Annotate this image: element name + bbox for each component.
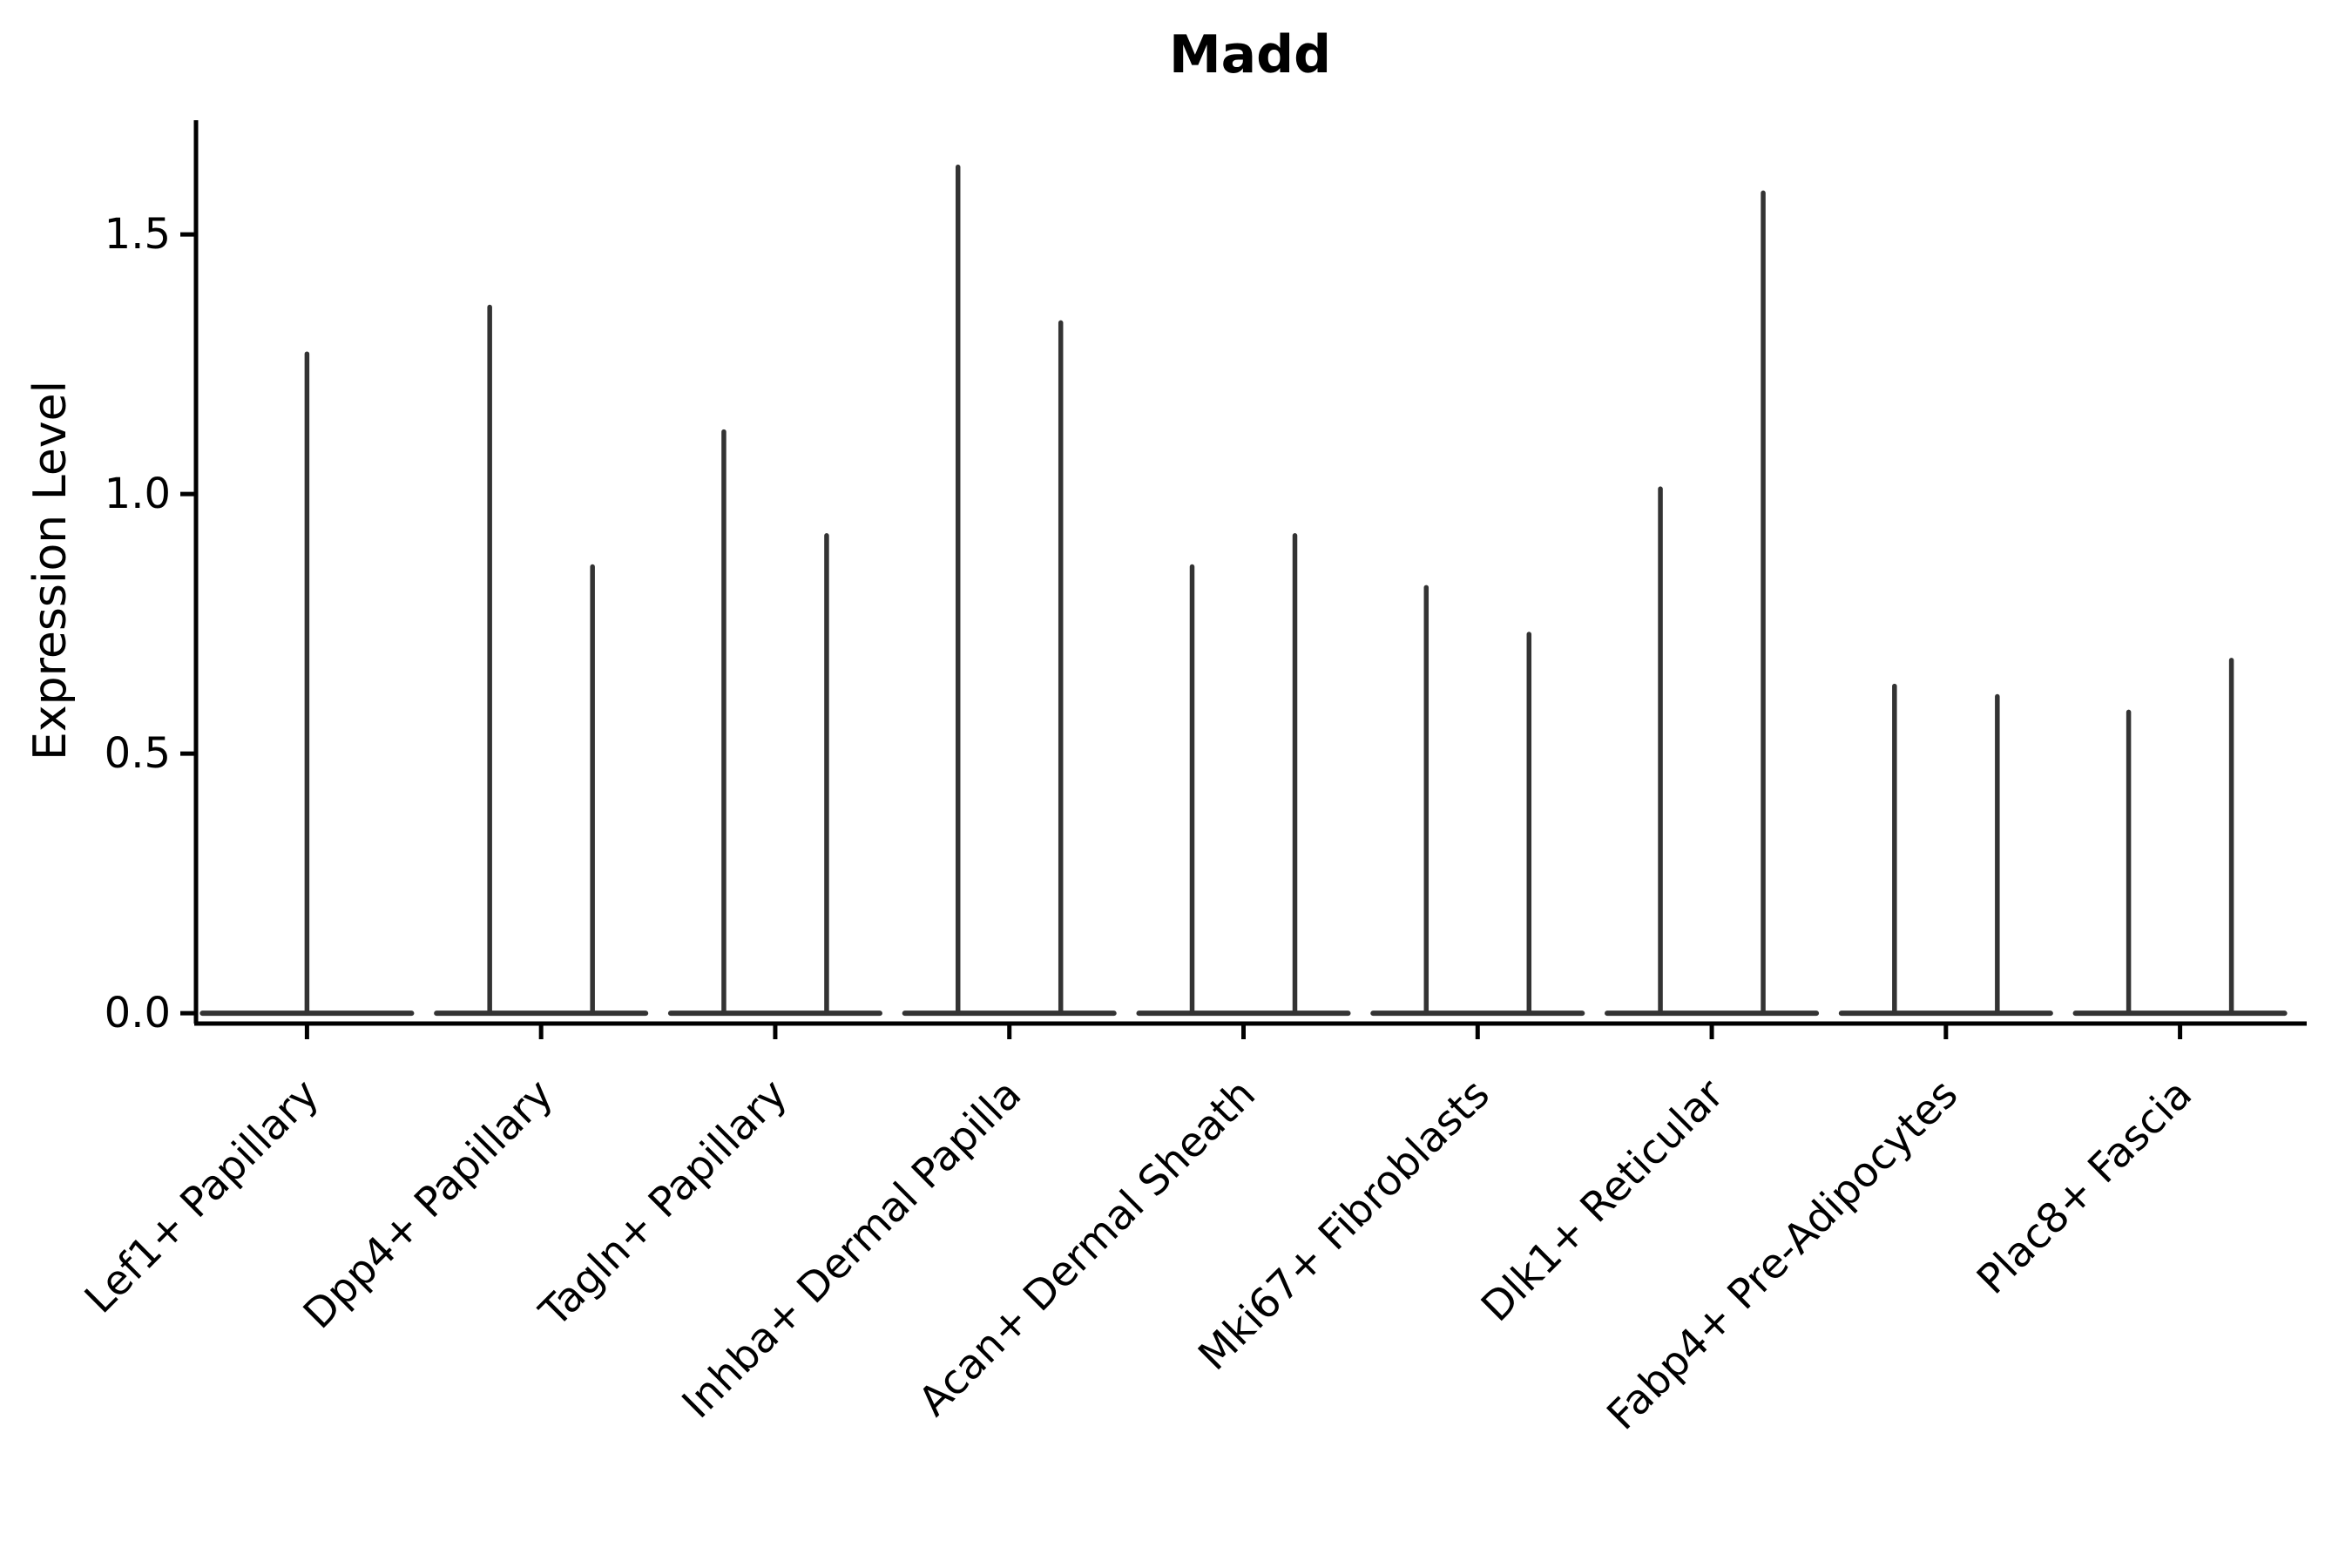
x-tick-label: Tagln+ Papillary	[530, 1071, 796, 1337]
y-tick-label: 0.5	[105, 729, 171, 778]
y-tick-label: 1.0	[105, 470, 171, 518]
chart-title: Madd	[1168, 24, 1332, 85]
x-tick-label: Dlk1+ Reticular	[1472, 1070, 1734, 1331]
x-tick-label: Plac8+ Fascia	[1968, 1071, 2201, 1304]
y-tick-label: 1.5	[105, 210, 171, 259]
x-tick-label: Dpp4+ Papillary	[294, 1071, 563, 1339]
x-tick-label: Lef1+ Papillary	[76, 1071, 328, 1323]
y-tick-label: 0.0	[105, 989, 171, 1037]
